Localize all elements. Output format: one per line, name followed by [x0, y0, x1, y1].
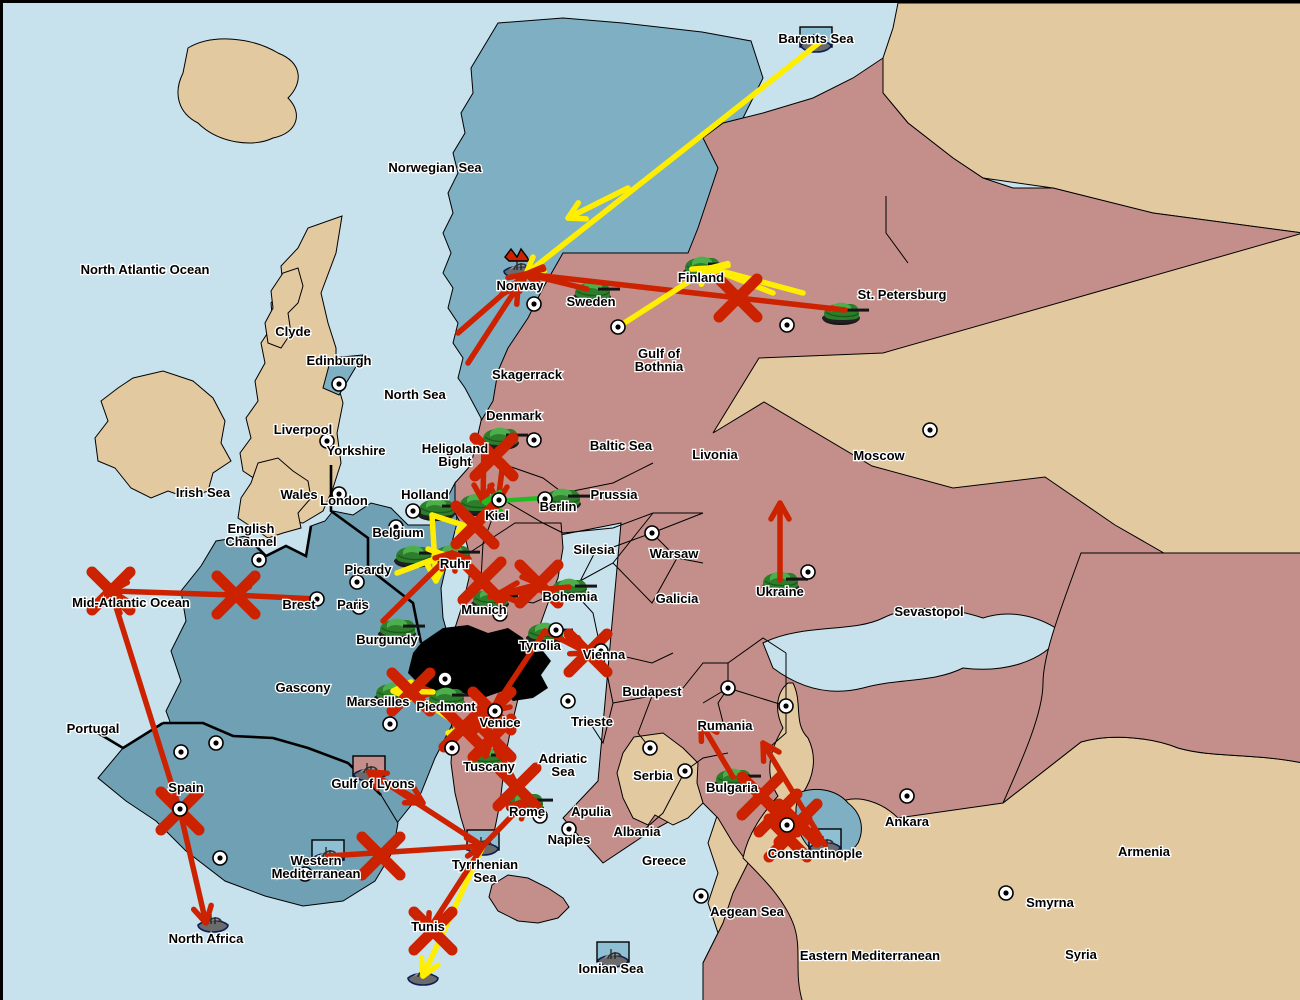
svg-text:North Africa: North Africa	[169, 931, 244, 946]
svg-text:Greece: Greece	[642, 853, 686, 868]
svg-text:Picardy: Picardy	[345, 562, 393, 577]
svg-text:Budapest: Budapest	[622, 684, 682, 699]
svg-text:Paris: Paris	[337, 597, 369, 612]
svg-text:Marseilles: Marseilles	[347, 694, 410, 709]
svg-text:North Atlantic Ocean: North Atlantic Ocean	[81, 262, 210, 277]
svg-text:Barents Sea: Barents Sea	[778, 31, 854, 46]
svg-text:Sea: Sea	[551, 764, 575, 779]
svg-text:Tyrolia: Tyrolia	[519, 638, 561, 653]
svg-text:Norwegian Sea: Norwegian Sea	[388, 160, 482, 175]
svg-text:Finland: Finland	[678, 270, 724, 285]
svg-text:Baltic Sea: Baltic Sea	[590, 438, 653, 453]
svg-text:Portugal: Portugal	[67, 721, 120, 736]
svg-text:Mediterranean: Mediterranean	[272, 866, 361, 881]
svg-text:Irish Sea: Irish Sea	[176, 485, 231, 500]
svg-text:Rome: Rome	[509, 804, 545, 819]
svg-text:Clyde: Clyde	[275, 324, 310, 339]
svg-text:Silesia: Silesia	[573, 542, 615, 557]
svg-text:Brest: Brest	[282, 597, 316, 612]
svg-text:Mid-Atlantic Ocean: Mid-Atlantic Ocean	[72, 595, 190, 610]
svg-text:Belgium: Belgium	[372, 525, 423, 540]
svg-text:Rumania: Rumania	[698, 718, 754, 733]
svg-text:Galicia: Galicia	[656, 591, 699, 606]
svg-text:Syria: Syria	[1065, 947, 1098, 962]
svg-text:Liverpool: Liverpool	[274, 422, 333, 437]
svg-text:Munich: Munich	[461, 602, 507, 617]
svg-text:Kiel: Kiel	[485, 508, 509, 523]
svg-text:Ankara: Ankara	[885, 814, 930, 829]
svg-text:Sevastopol: Sevastopol	[894, 604, 963, 619]
svg-text:Ionian Sea: Ionian Sea	[578, 961, 644, 976]
svg-text:Norway: Norway	[497, 278, 545, 293]
svg-text:Ukraine: Ukraine	[756, 584, 804, 599]
svg-text:Aegean Sea: Aegean Sea	[710, 904, 784, 919]
svg-text:Tuscany: Tuscany	[463, 759, 516, 774]
svg-text:Bight: Bight	[438, 454, 472, 469]
svg-text:Serbia: Serbia	[633, 768, 674, 783]
svg-text:Piedmont: Piedmont	[416, 699, 476, 714]
svg-text:Armenia: Armenia	[1118, 844, 1171, 859]
svg-text:North Sea: North Sea	[384, 387, 446, 402]
svg-text:Apulia: Apulia	[571, 804, 611, 819]
svg-text:Prussia: Prussia	[591, 487, 639, 502]
svg-text:Spain: Spain	[168, 780, 203, 795]
svg-text:Bohemia: Bohemia	[543, 589, 599, 604]
svg-text:Sweden: Sweden	[566, 294, 615, 309]
svg-text:Smyrna: Smyrna	[1026, 895, 1074, 910]
svg-text:Warsaw: Warsaw	[650, 546, 700, 561]
svg-text:Channel: Channel	[225, 534, 276, 549]
svg-text:Ruhr: Ruhr	[440, 556, 470, 571]
svg-text:Venice: Venice	[479, 715, 520, 730]
svg-text:Edinburgh: Edinburgh	[307, 353, 372, 368]
svg-text:Wales: Wales	[280, 487, 317, 502]
svg-text:Livonia: Livonia	[692, 447, 738, 462]
svg-text:Denmark: Denmark	[486, 408, 542, 423]
svg-text:Berlin: Berlin	[540, 499, 577, 514]
svg-text:London: London	[320, 493, 368, 508]
svg-text:Holland: Holland	[401, 487, 449, 502]
svg-text:Burgundy: Burgundy	[356, 632, 418, 647]
svg-text:Eastern Mediterranean: Eastern Mediterranean	[800, 948, 940, 963]
svg-text:Skagerrack: Skagerrack	[492, 367, 563, 382]
svg-text:St. Petersburg: St. Petersburg	[858, 287, 947, 302]
svg-text:Bulgaria: Bulgaria	[706, 780, 759, 795]
svg-text:Naples: Naples	[548, 832, 591, 847]
svg-text:Albania: Albania	[614, 824, 662, 839]
svg-text:Trieste: Trieste	[571, 714, 613, 729]
svg-text:Gascony: Gascony	[276, 680, 332, 695]
svg-text:Sea: Sea	[473, 870, 497, 885]
svg-text:Vienna: Vienna	[583, 647, 626, 662]
svg-text:Constantinople: Constantinople	[768, 846, 863, 861]
svg-text:Gulf of Lyons: Gulf of Lyons	[331, 776, 414, 791]
svg-text:Moscow: Moscow	[853, 448, 905, 463]
svg-text:Bothnia: Bothnia	[635, 359, 684, 374]
svg-text:Tunis: Tunis	[411, 919, 445, 934]
svg-text:Yorkshire: Yorkshire	[326, 443, 385, 458]
